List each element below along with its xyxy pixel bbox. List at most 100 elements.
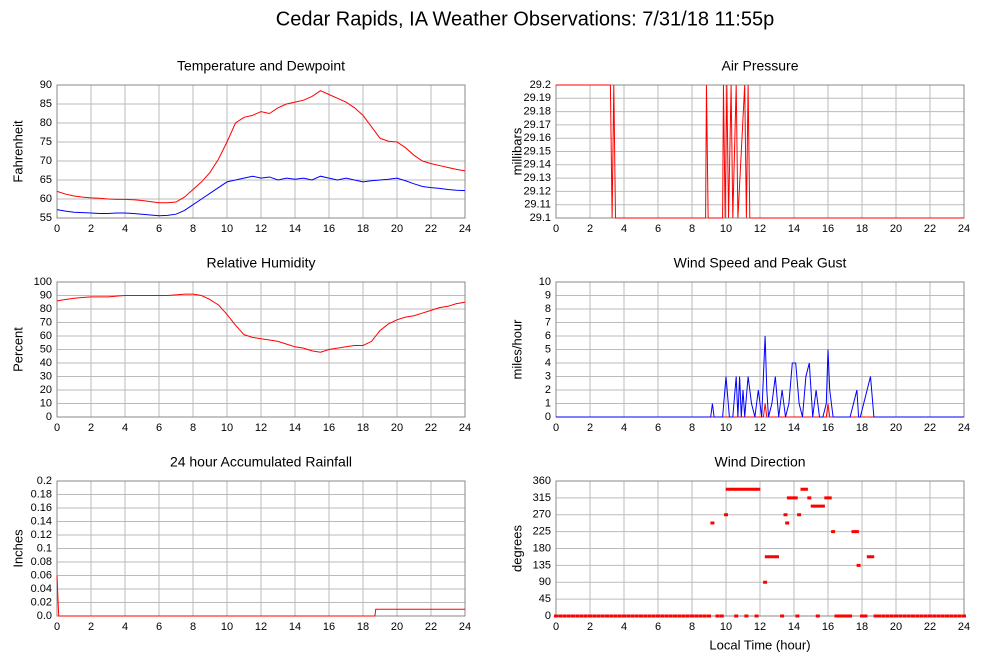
data-point: [856, 563, 861, 567]
x-tick-label: 18: [856, 422, 868, 434]
x-tick-label: 8: [689, 422, 695, 434]
panel-title: Wind Speed and Peak Gust: [674, 255, 847, 271]
data-point: [866, 555, 871, 559]
y-tick-label: 20: [40, 384, 52, 396]
x-tick-label: 12: [754, 223, 766, 235]
data-line: [56, 575, 465, 617]
y-tick-label: 29.16: [523, 132, 551, 144]
y-tick-label: 0: [545, 411, 551, 423]
y-tick-label: 6: [545, 330, 551, 342]
data-point: [911, 614, 915, 618]
x-tick-label: 24: [958, 223, 970, 235]
y-tick-label: 90: [40, 289, 52, 301]
x-tick-label: 4: [122, 422, 128, 434]
x-tick-label: 18: [856, 223, 868, 235]
data-point: [786, 496, 791, 500]
x-tick-label: 22: [924, 621, 936, 633]
x-tick-label: 6: [156, 621, 162, 633]
y-tick-label: 315: [533, 492, 551, 504]
y-tick-label: 0.18: [31, 488, 52, 500]
data-point: [752, 487, 757, 491]
y-tick-label: 100: [34, 276, 52, 288]
y-axis-label: Fahrenheit: [10, 120, 25, 183]
x-tick-label: 16: [822, 422, 834, 434]
data-point: [725, 487, 730, 491]
x-tick-label: 24: [459, 422, 471, 434]
panel-title: Relative Humidity: [207, 255, 316, 271]
x-tick-label: 6: [655, 223, 661, 235]
data-point: [744, 614, 749, 618]
x-tick-label: 0: [553, 621, 559, 633]
y-tick-label: 80: [40, 303, 52, 315]
data-point: [719, 614, 724, 618]
data-point: [702, 614, 707, 618]
y-tick-label: 29.19: [523, 92, 551, 104]
data-point: [810, 504, 815, 508]
y-tick-label: 0.2: [37, 475, 52, 487]
data-point: [739, 487, 744, 491]
page-title: Cedar Rapids, IA Weather Observations: 7…: [276, 8, 774, 30]
x-tick-label: 8: [190, 422, 196, 434]
y-tick-label: 40: [40, 357, 52, 369]
x-tick-label: 16: [323, 621, 335, 633]
data-point: [783, 513, 788, 517]
data-point: [945, 614, 949, 618]
x-tick-label: 0: [553, 223, 559, 235]
data-point: [742, 487, 747, 491]
data-point: [873, 614, 878, 618]
data-point: [588, 614, 592, 618]
data-point: [647, 614, 652, 618]
data-point: [803, 487, 808, 491]
y-tick-label: 360: [533, 475, 551, 487]
data-point: [915, 614, 920, 618]
x-tick-label: 24: [958, 422, 970, 434]
data-point: [844, 614, 849, 618]
data-point: [735, 487, 740, 491]
x-tick-label: 12: [255, 621, 267, 633]
y-tick-label: 29.17: [523, 119, 551, 131]
data-point: [630, 614, 635, 618]
data-point: [622, 614, 626, 618]
y-tick-label: 0: [545, 610, 551, 622]
y-tick-label: 0.0: [37, 610, 52, 622]
data-point: [756, 487, 761, 491]
data-point: [957, 614, 962, 618]
data-point: [609, 614, 614, 618]
y-tick-label: 90: [539, 576, 551, 588]
data-point: [881, 614, 886, 618]
y-tick-label: 29.15: [523, 145, 551, 157]
x-tick-label: 0: [553, 422, 559, 434]
y-tick-label: 5: [545, 343, 551, 355]
data-point: [768, 555, 773, 559]
y-tick-label: 45: [539, 593, 551, 605]
data-point: [780, 614, 785, 618]
x-axis-label: Local Time (hour): [709, 637, 810, 652]
data-point: [583, 614, 588, 618]
y-tick-label: 10: [40, 397, 52, 409]
y-tick-label: 9: [545, 289, 551, 301]
data-point: [870, 555, 875, 559]
y-tick-label: 225: [533, 526, 551, 538]
x-tick-label: 14: [289, 422, 301, 434]
data-point: [814, 504, 819, 508]
y-tick-label: 10: [539, 276, 551, 288]
data-point: [656, 614, 660, 618]
x-tick-label: 12: [255, 223, 267, 235]
data-point: [571, 614, 575, 618]
x-tick-label: 2: [587, 621, 593, 633]
y-tick-label: 65: [40, 174, 52, 186]
x-tick-label: 20: [391, 422, 403, 434]
data-point: [854, 530, 859, 534]
data-point: [902, 614, 907, 618]
data-point: [841, 614, 846, 618]
y-tick-label: 80: [40, 117, 52, 129]
data-point: [923, 614, 928, 618]
x-tick-label: 14: [289, 621, 301, 633]
data-point: [685, 614, 690, 618]
y-tick-label: 55: [40, 212, 52, 224]
x-tick-label: 4: [122, 223, 128, 235]
data-point: [940, 614, 945, 618]
x-tick-label: 16: [822, 223, 834, 235]
data-point: [626, 614, 631, 618]
